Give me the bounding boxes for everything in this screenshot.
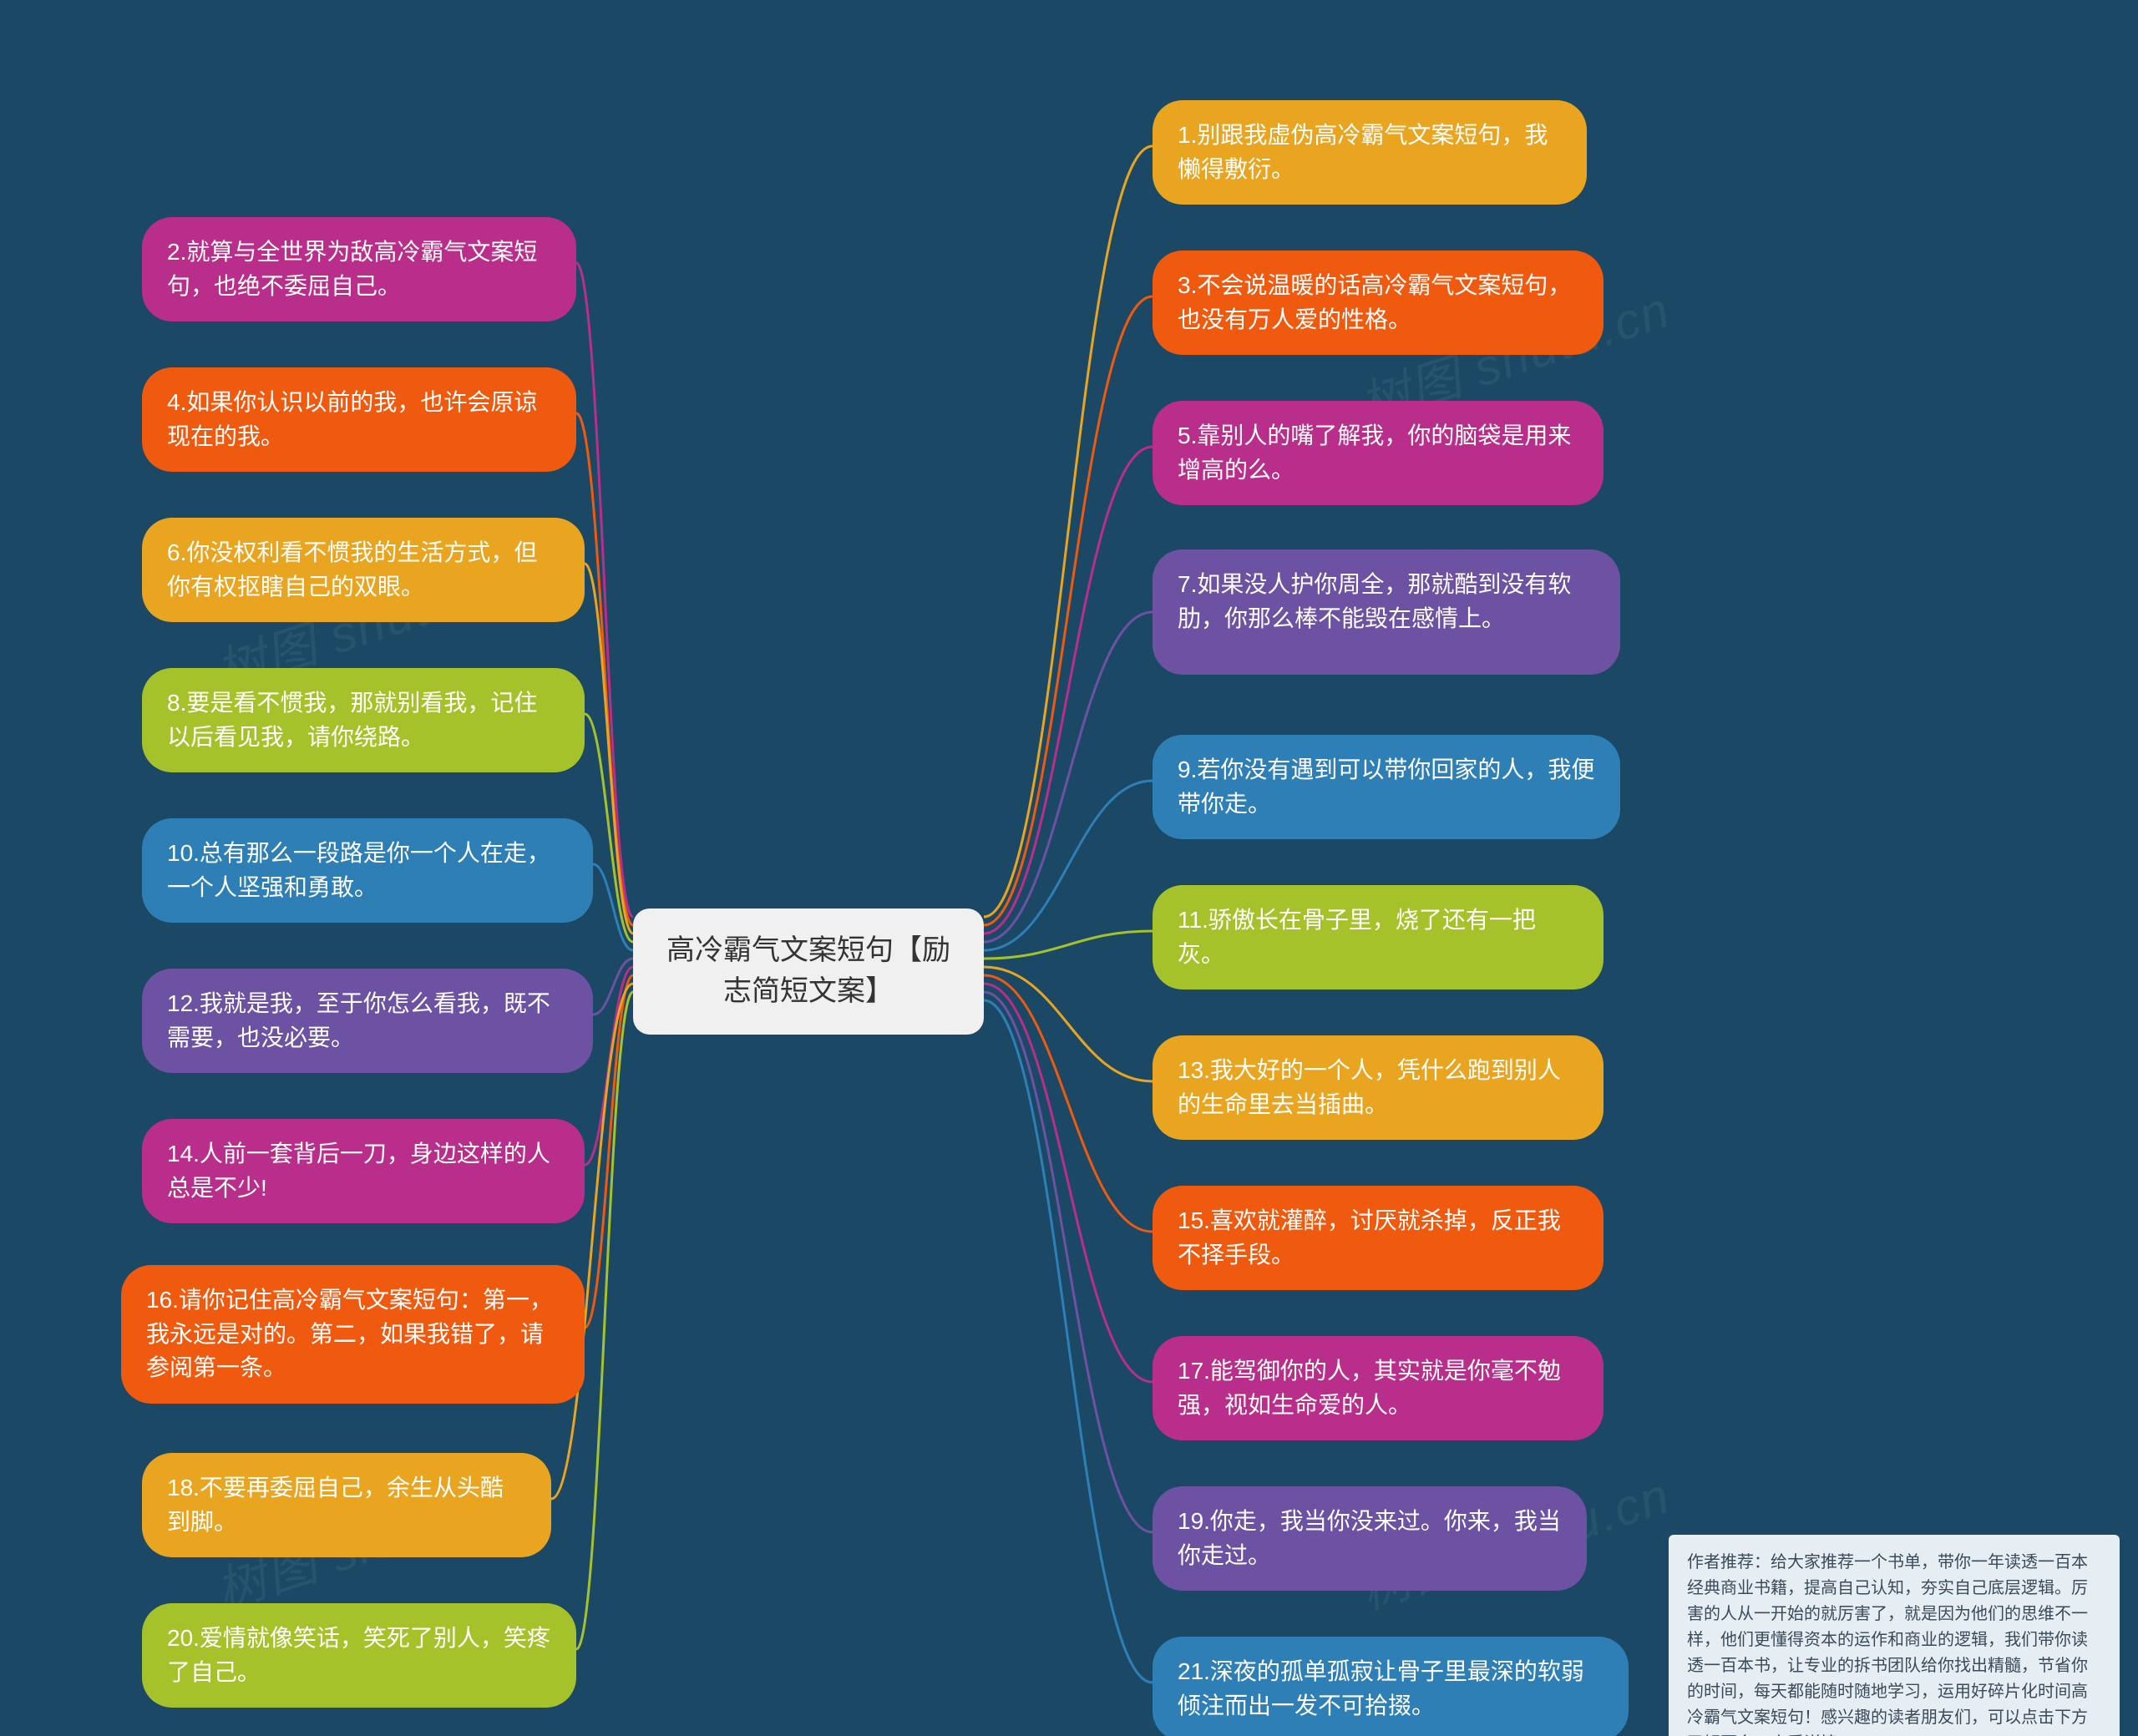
branch-node[interactable]: 13.我大好的一个人，凭什么跑到别人的生命里去当插曲。 — [1153, 1035, 1604, 1140]
center-node[interactable]: 高冷霸气文案短句【励志简短文案】 — [633, 908, 984, 1035]
edge — [984, 975, 1153, 1232]
branch-node[interactable]: 20.爱情就像笑话，笑死了别人，笑疼了自己。 — [142, 1603, 576, 1708]
branch-node[interactable]: 1.别跟我虚伪高冷霸气文案短句，我懒得敷衍。 — [1153, 100, 1587, 205]
branch-node[interactable]: 16.请你记住高冷霸气文案短句：第一，我永远是对的。第二，如果我错了，请参阅第一… — [121, 1265, 585, 1404]
edge — [593, 864, 633, 950]
edge — [984, 984, 1153, 1382]
edge — [984, 967, 1153, 1081]
branch-node[interactable]: 7.如果没人护你周全，那就酷到没有软肋，你那么棒不能毁在感情上。 — [1153, 549, 1620, 675]
edge — [984, 612, 1153, 942]
branch-node[interactable]: 9.若你没有遇到可以带你回家的人，我便带你走。 — [1153, 735, 1620, 839]
edge — [576, 992, 633, 1649]
edge — [984, 992, 1153, 1532]
branch-node[interactable]: 19.你走，我当你没来过。你来，我当你走过。 — [1153, 1486, 1587, 1591]
branch-node[interactable]: 5.靠别人的嘴了解我，你的脑袋是用来增高的么。 — [1153, 401, 1604, 505]
branch-node[interactable]: 4.如果你认识以前的我，也许会原谅现在的我。 — [142, 367, 576, 472]
branch-node[interactable]: 15.喜欢就灌醉，讨厌就杀掉，反正我不择手段。 — [1153, 1186, 1604, 1290]
branch-node[interactable]: 6.你没权利看不惯我的生活方式，但你有权抠瞎自己的双眼。 — [142, 518, 585, 622]
branch-node[interactable]: 10.总有那么一段路是你一个人在走，一个人坚强和勇敢。 — [142, 818, 593, 923]
branch-node[interactable]: 12.我就是我，至于你怎么看我，既不需要，也没必要。 — [142, 969, 593, 1073]
branch-node[interactable]: 11.骄傲长在骨子里，烧了还有一把灰。 — [1153, 885, 1604, 989]
edge — [984, 781, 1153, 950]
edge — [984, 296, 1153, 925]
branch-node[interactable]: 18.不要再委屈自己，余生从头酷到脚。 — [142, 1453, 551, 1557]
branch-node[interactable]: 3.不会说温暖的话高冷霸气文案短句，也没有万人爱的性格。 — [1153, 251, 1604, 355]
edge — [593, 959, 633, 1015]
edge — [585, 714, 633, 942]
branch-node[interactable]: 8.要是看不惯我，那就别看我，记住以后看见我，请你绕路。 — [142, 668, 585, 772]
author-recommendation-box: 作者推荐：给大家推荐一个书单，带你一年读透一百本经典商业书籍，提高自己认知，夯实… — [1669, 1535, 2120, 1736]
branch-node[interactable]: 2.就算与全世界为敌高冷霸气文案短句，也绝不委屈自己。 — [142, 217, 576, 321]
branch-node[interactable]: 21.深夜的孤单孤寂让骨子里最深的软弱倾注而出一发不可拾掇。 — [1153, 1637, 1629, 1736]
edge — [576, 263, 633, 917]
edge — [984, 1000, 1153, 1683]
edge — [984, 447, 1153, 934]
branch-node[interactable]: 14.人前一套背后一刀，身边这样的人总是不少! — [142, 1119, 585, 1223]
edge — [984, 931, 1153, 959]
branch-node[interactable]: 17.能驾御你的人，其实就是你毫不勉强，视如生命爱的人。 — [1153, 1336, 1604, 1440]
mindmap-canvas: 树图 shutu.cn树图 shutu.cn树图 shutu.cn树图 shut… — [0, 0, 2138, 1736]
edge — [984, 146, 1153, 917]
